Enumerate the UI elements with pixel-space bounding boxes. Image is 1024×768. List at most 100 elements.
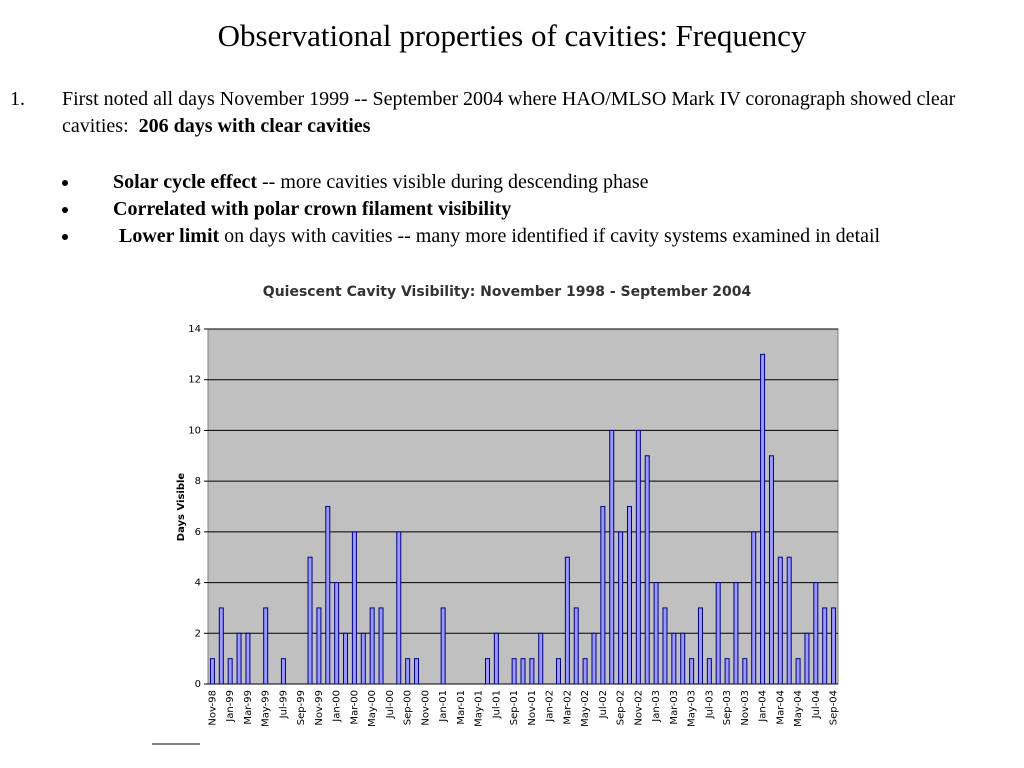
x-tick-label: Sep-00 (403, 690, 414, 725)
plot-area (207, 328, 839, 685)
bar (263, 607, 269, 685)
bar (280, 658, 286, 685)
bar (440, 607, 446, 685)
bar (538, 632, 544, 685)
bar (209, 658, 215, 685)
y-tick-label: 8 (195, 476, 201, 487)
y-tick-label: 6 (195, 527, 201, 538)
bar (804, 632, 810, 685)
bar (511, 658, 517, 685)
x-tick-label: Nov-00 (420, 690, 431, 726)
x-tick-label: Jan-03 (651, 690, 662, 723)
bullet: Correlated with polar crown filament vis… (113, 196, 511, 223)
bar (831, 607, 837, 685)
x-tick-label: Mar-03 (669, 690, 680, 725)
bullet: Lower limit on days with cavities -- man… (119, 223, 880, 250)
item-text: First noted all days November 1999 -- Se… (62, 86, 1017, 140)
bar (369, 607, 375, 685)
bar (582, 658, 588, 685)
bar (245, 632, 251, 685)
bar (751, 531, 757, 685)
bar (609, 429, 615, 685)
bar (360, 632, 366, 685)
x-tick-label: Sep-04 (829, 690, 840, 725)
x-tick-label: May-00 (367, 690, 378, 727)
x-tick-label: May-04 (793, 690, 804, 727)
bar (414, 658, 420, 685)
slide-title: Observational properties of cavities: Fr… (217, 18, 807, 53)
x-tick-label: Jan-01 (438, 690, 449, 723)
bar (786, 556, 792, 685)
bar (218, 607, 224, 685)
x-tick-label: Sep-01 (509, 690, 520, 725)
bar (227, 658, 233, 685)
bar (733, 582, 739, 685)
bar (555, 658, 561, 685)
bar (644, 455, 650, 685)
x-tick-label: Sep-02 (616, 690, 627, 725)
x-tick-label: Jul-03 (704, 690, 715, 719)
x-tick-label: May-01 (474, 690, 485, 727)
chart-title: Quiescent Cavity Visibility: November 19… (263, 284, 752, 300)
bar (307, 556, 313, 685)
x-tick-label: Sep-03 (722, 690, 733, 725)
item-emphasis: 206 days with clear cavities (138, 115, 371, 137)
x-tick-label: May-02 (580, 690, 591, 727)
bullet-text: on days with cavities -- many more ident… (224, 225, 881, 247)
bar (635, 429, 641, 685)
bullet-dot (62, 234, 68, 240)
bar (325, 506, 331, 685)
y-tick-label: 2 (195, 628, 201, 639)
bar (813, 582, 819, 685)
bullet: Solar cycle effect -- more cavities visi… (113, 169, 649, 196)
bar (493, 632, 499, 685)
bar (795, 658, 801, 685)
x-tick-label: Mar-02 (562, 690, 573, 725)
x-tick-label: Mar-01 (456, 690, 467, 725)
bar (671, 632, 677, 685)
x-tick-label: May-99 (261, 690, 272, 727)
y-tick-label: 4 (195, 578, 201, 589)
x-tick-label: Nov-03 (740, 690, 751, 726)
bar (697, 607, 703, 685)
bar (715, 582, 721, 685)
bar (520, 658, 526, 685)
item-number: 1. (10, 88, 25, 110)
bar (405, 658, 411, 685)
x-tick-label: May-03 (687, 690, 698, 727)
x-tick-label: Mar-99 (243, 690, 254, 725)
x-tick-label: Jul-99 (278, 690, 289, 719)
bar (396, 531, 402, 685)
x-tick-label: Sep-99 (296, 690, 307, 725)
y-tick-label: 0 (195, 679, 201, 690)
x-tick-label: Jul-00 (385, 690, 396, 719)
y-axis-label: Days Visible (176, 473, 187, 542)
bar (689, 658, 695, 685)
x-tick-label: Jul-02 (598, 690, 609, 719)
bar (662, 607, 668, 685)
bar (529, 658, 535, 685)
x-tick-label: Nov-02 (633, 690, 644, 726)
y-tick-label: 12 (188, 375, 201, 386)
bar (706, 658, 712, 685)
bar (378, 607, 384, 685)
x-tick-label: Nov-01 (527, 690, 538, 726)
bar (680, 632, 686, 685)
bar (742, 658, 748, 685)
bullet-bold: Solar cycle effect (113, 171, 257, 193)
bar (316, 607, 322, 685)
bar (351, 531, 357, 685)
bar (653, 582, 659, 685)
x-tick-label: Mar-04 (775, 690, 786, 725)
bar (573, 607, 579, 685)
bar (618, 531, 624, 685)
bar (236, 632, 242, 685)
bar (343, 632, 349, 685)
bullet-bold: Correlated with polar crown filament vis… (113, 198, 512, 220)
bar (777, 556, 783, 685)
bar (822, 607, 828, 685)
bullet-text: -- more cavities visible during descendi… (262, 171, 649, 193)
bar (591, 632, 597, 685)
